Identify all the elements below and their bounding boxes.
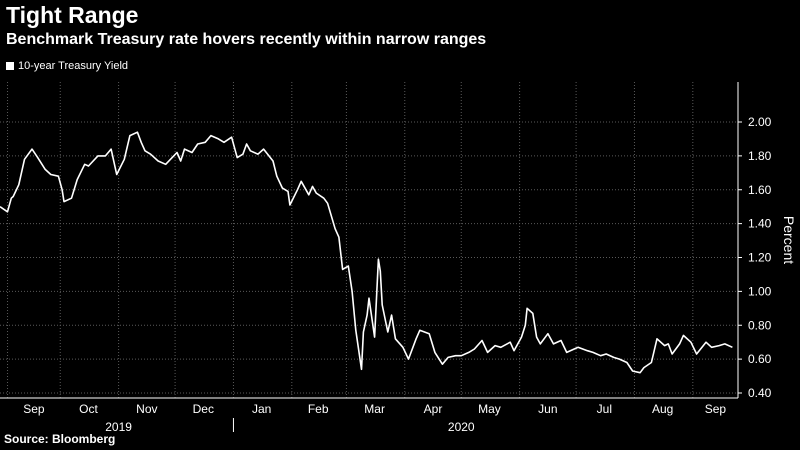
x-tick-label: Jul: [597, 402, 612, 416]
y-tick-labels: 2.00 1.80 1.60 1.40 1.20 1.00 0.80 0.60 0.40: [748, 115, 772, 400]
y-tick-label: 2.00: [748, 115, 772, 129]
series-layer: [0, 131, 733, 374]
x-year-label: 2020: [448, 420, 475, 434]
legend-label: 10-year Treasury Yield: [18, 60, 129, 72]
x-tick-label: Sep: [23, 402, 45, 416]
x-tick-label: Apr: [424, 402, 443, 416]
x-tick-label: Sep: [705, 402, 727, 416]
y-tick-label: 0.40: [748, 386, 772, 400]
y-tick-label: 1.20: [748, 251, 772, 265]
series-line: [0, 131, 733, 374]
x-tick-labels: Sep Oct Nov Dec Jan Feb Mar Apr May Jun Jul Aug Sep 2…: [23, 402, 726, 434]
y-tick-label: 1.60: [748, 183, 772, 197]
y-tick-label: 1.80: [748, 149, 772, 163]
y-tick-label: 1.40: [748, 217, 772, 231]
legend-swatch: [6, 62, 14, 70]
chart-subtitle: Benchmark Treasury rate hovers recently …: [6, 31, 487, 48]
x-tick-label: May: [478, 402, 501, 416]
x-tick-label: Jun: [538, 402, 557, 416]
y-axis-label: Percent: [781, 216, 797, 264]
legend: 10-year Treasury Yield: [6, 60, 128, 72]
chart-title: Tight Range: [6, 2, 139, 28]
y-tick-label: 1.00: [748, 284, 772, 298]
x-year-label: 2019: [105, 420, 132, 434]
y-tick-label: 0.80: [748, 318, 772, 332]
y-tick-label: 0.60: [748, 352, 772, 366]
x-tick-label: Jan: [252, 402, 271, 416]
x-tick-label: Oct: [79, 402, 98, 416]
x-tick-label: Feb: [308, 402, 329, 416]
x-tick-label: Dec: [193, 402, 214, 416]
x-tick-label: Nov: [136, 402, 157, 416]
gridlines: [0, 82, 738, 398]
axes: [0, 82, 742, 432]
source-note: Source: Bloomberg: [4, 432, 116, 446]
x-tick-label: Mar: [364, 402, 385, 416]
x-tick-label: Aug: [652, 402, 673, 416]
